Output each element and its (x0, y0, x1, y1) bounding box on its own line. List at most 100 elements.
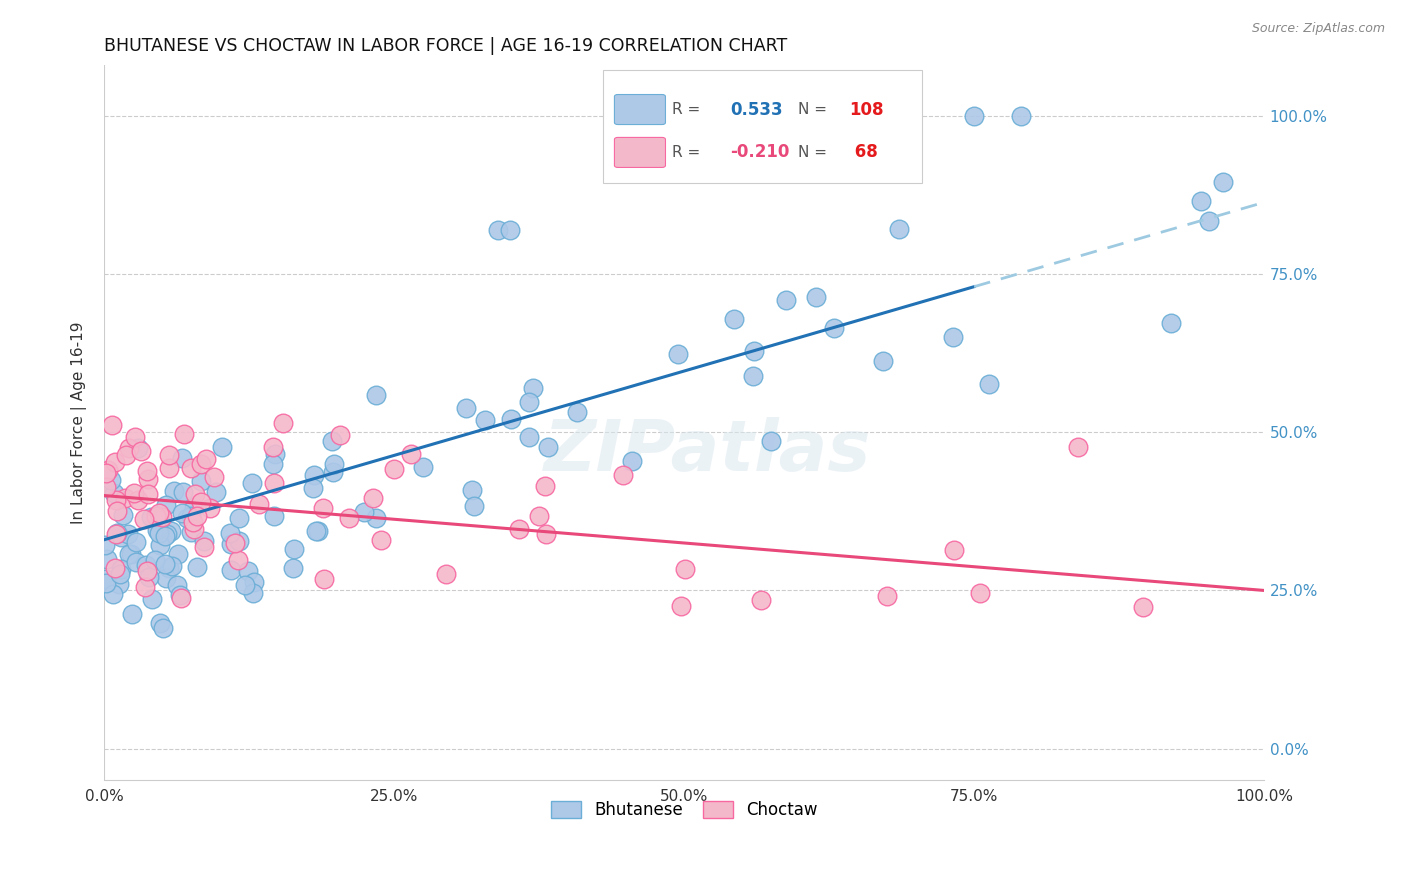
Point (105, 526, 128, 541)
Point (198, 501, 221, 516)
FancyBboxPatch shape (614, 137, 665, 168)
Point (508, 522, 530, 536)
Point (323, 457, 346, 471)
Point (149, 513, 172, 527)
Point (567, 404, 589, 418)
Point (96, 576, 118, 591)
Point (143, 552, 166, 566)
Point (1066, 441, 1088, 455)
Point (463, 500, 485, 514)
Point (160, 558, 183, 573)
Point (134, 580, 156, 594)
Point (537, 440, 560, 454)
Point (321, 434, 343, 449)
Point (105, 504, 128, 518)
Text: 108: 108 (849, 101, 883, 119)
Point (170, 591, 193, 605)
Point (127, 493, 149, 508)
Point (110, 530, 132, 544)
Point (176, 510, 198, 524)
Point (1160, 316, 1182, 330)
Point (155, 529, 177, 543)
Point (749, 592, 772, 607)
Point (104, 561, 127, 575)
Point (499, 223, 522, 237)
Point (312, 500, 335, 515)
Point (111, 508, 134, 522)
Text: R =: R = (672, 102, 706, 117)
Point (190, 494, 212, 508)
Point (100, 474, 122, 488)
Text: 68: 68 (849, 144, 877, 161)
Point (181, 515, 204, 529)
Point (612, 467, 634, 482)
Point (534, 479, 557, 493)
Point (519, 394, 541, 409)
Point (104, 455, 127, 469)
Point (103, 485, 125, 500)
Point (94, 480, 117, 494)
Point (96, 572, 118, 586)
Point (136, 565, 159, 579)
FancyBboxPatch shape (614, 95, 665, 125)
Point (94, 466, 117, 480)
Point (183, 500, 205, 514)
Point (127, 442, 149, 456)
Point (150, 510, 173, 524)
Point (742, 343, 765, 358)
Text: N =: N = (797, 145, 831, 160)
Y-axis label: In Labor Force | Age 16-19: In Labor Force | Age 16-19 (72, 321, 87, 524)
Point (124, 485, 146, 500)
Point (211, 441, 233, 455)
Point (183, 522, 205, 536)
Point (180, 461, 202, 475)
Point (159, 524, 181, 538)
Point (157, 448, 180, 462)
Text: BHUTANESE VS CHOCTAW IN LABOR FORCE | AGE 16-19 CORRELATION CHART: BHUTANESE VS CHOCTAW IN LABOR FORCE | AG… (104, 37, 787, 55)
Point (943, 542, 966, 557)
Text: ZIPatlas: ZIPatlas (544, 417, 870, 486)
Point (149, 538, 172, 552)
Point (240, 476, 263, 491)
Point (94, 538, 117, 552)
Point (501, 412, 523, 426)
Point (153, 557, 176, 571)
Text: R =: R = (672, 145, 706, 160)
Point (1010, 109, 1032, 123)
Point (135, 558, 157, 572)
Point (775, 293, 797, 308)
Point (124, 430, 146, 444)
Point (139, 509, 162, 524)
Point (114, 491, 136, 506)
Point (228, 534, 250, 549)
Point (148, 525, 170, 540)
Point (273, 417, 295, 431)
Point (474, 412, 496, 426)
Text: Source: ZipAtlas.com: Source: ZipAtlas.com (1251, 22, 1385, 36)
Point (1189, 194, 1212, 209)
Legend: Bhutanese, Choctaw: Bhutanese, Choctaw (544, 794, 824, 826)
Point (242, 586, 264, 600)
Point (233, 578, 256, 592)
Point (195, 451, 218, 466)
Point (804, 290, 827, 304)
Point (221, 563, 243, 577)
Point (329, 428, 352, 442)
Point (132, 512, 155, 526)
Point (125, 555, 148, 569)
Point (723, 312, 745, 326)
Point (180, 509, 202, 524)
Point (823, 320, 845, 334)
Point (169, 588, 191, 602)
Point (529, 508, 551, 523)
Point (108, 567, 131, 582)
Point (224, 535, 246, 549)
Point (669, 599, 692, 613)
Point (105, 527, 128, 541)
Point (145, 509, 167, 524)
Point (219, 525, 242, 540)
Point (399, 447, 422, 461)
Point (434, 567, 457, 582)
Point (170, 507, 193, 521)
Point (302, 467, 325, 482)
